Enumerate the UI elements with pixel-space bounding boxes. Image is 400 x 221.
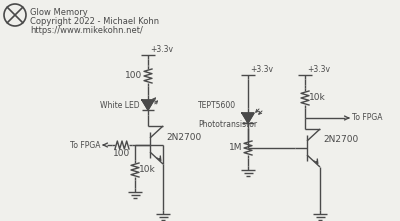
Text: https://www.mikekohn.net/: https://www.mikekohn.net/ [30,26,143,35]
Polygon shape [142,100,154,110]
Text: TEPT5600: TEPT5600 [198,101,236,110]
Polygon shape [242,113,254,123]
Text: 100: 100 [125,72,142,80]
Text: 2N2700: 2N2700 [166,133,201,141]
Text: +3.3v: +3.3v [307,65,330,74]
Text: To FPGA: To FPGA [352,114,382,122]
Text: White LED: White LED [100,101,140,109]
Text: Glow Memory: Glow Memory [30,8,88,17]
Text: Phototransistor: Phototransistor [198,120,257,129]
Text: +3.3v: +3.3v [150,45,173,54]
Text: 10k: 10k [309,93,326,103]
Text: To FPGA: To FPGA [70,141,100,149]
Text: Copyright 2022 - Michael Kohn: Copyright 2022 - Michael Kohn [30,17,159,26]
Text: 1M: 1M [228,143,242,152]
Text: 100: 100 [113,149,131,158]
Text: 10k: 10k [139,166,156,175]
Text: +3.3v: +3.3v [250,65,273,74]
Text: 2N2700: 2N2700 [323,135,358,145]
